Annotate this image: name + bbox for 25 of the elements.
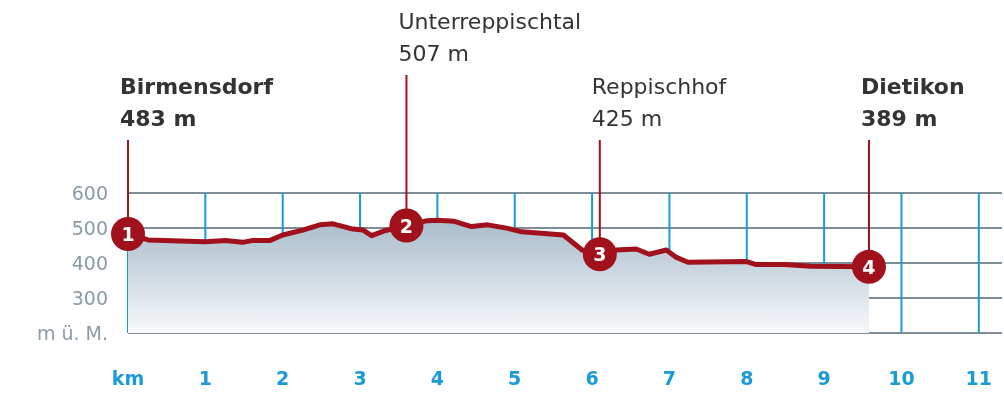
y-tick-label: 600 (71, 182, 108, 204)
y-tick-label: m ü. M. (36, 322, 108, 344)
x-tick-label: 2 (276, 367, 290, 389)
x-tick-label: 5 (508, 367, 522, 389)
x-tick-label: 10 (888, 367, 915, 389)
annotation: 2 (399, 214, 414, 237)
y-tick-label: 400 (71, 252, 108, 274)
y-tick-label: 500 (71, 217, 108, 239)
annotation: Dietikon 389 m (860, 74, 965, 131)
x-tick-label: 9 (817, 367, 831, 389)
x-tick-label: 11 (965, 367, 993, 389)
annotation: 3 (593, 243, 607, 266)
x-tick-label: km (111, 367, 145, 389)
annotation: 4 (862, 255, 876, 278)
annotation: 1 (121, 222, 135, 245)
x-tick-label: 7 (662, 367, 677, 389)
x-tick-label: 4 (430, 367, 444, 389)
annotation: Unterreppischtal 507 m (398, 9, 582, 66)
x-tick-label: 1 (198, 367, 212, 389)
x-tick-label: 6 (585, 367, 599, 389)
x-tick-label: 3 (353, 367, 367, 389)
x-tick-label: 8 (740, 367, 754, 389)
y-tick-label: 300 (71, 287, 108, 309)
annotation: Birmensdorf 483 m (120, 74, 274, 131)
annotation: Reppischhof 425 m (591, 74, 728, 131)
